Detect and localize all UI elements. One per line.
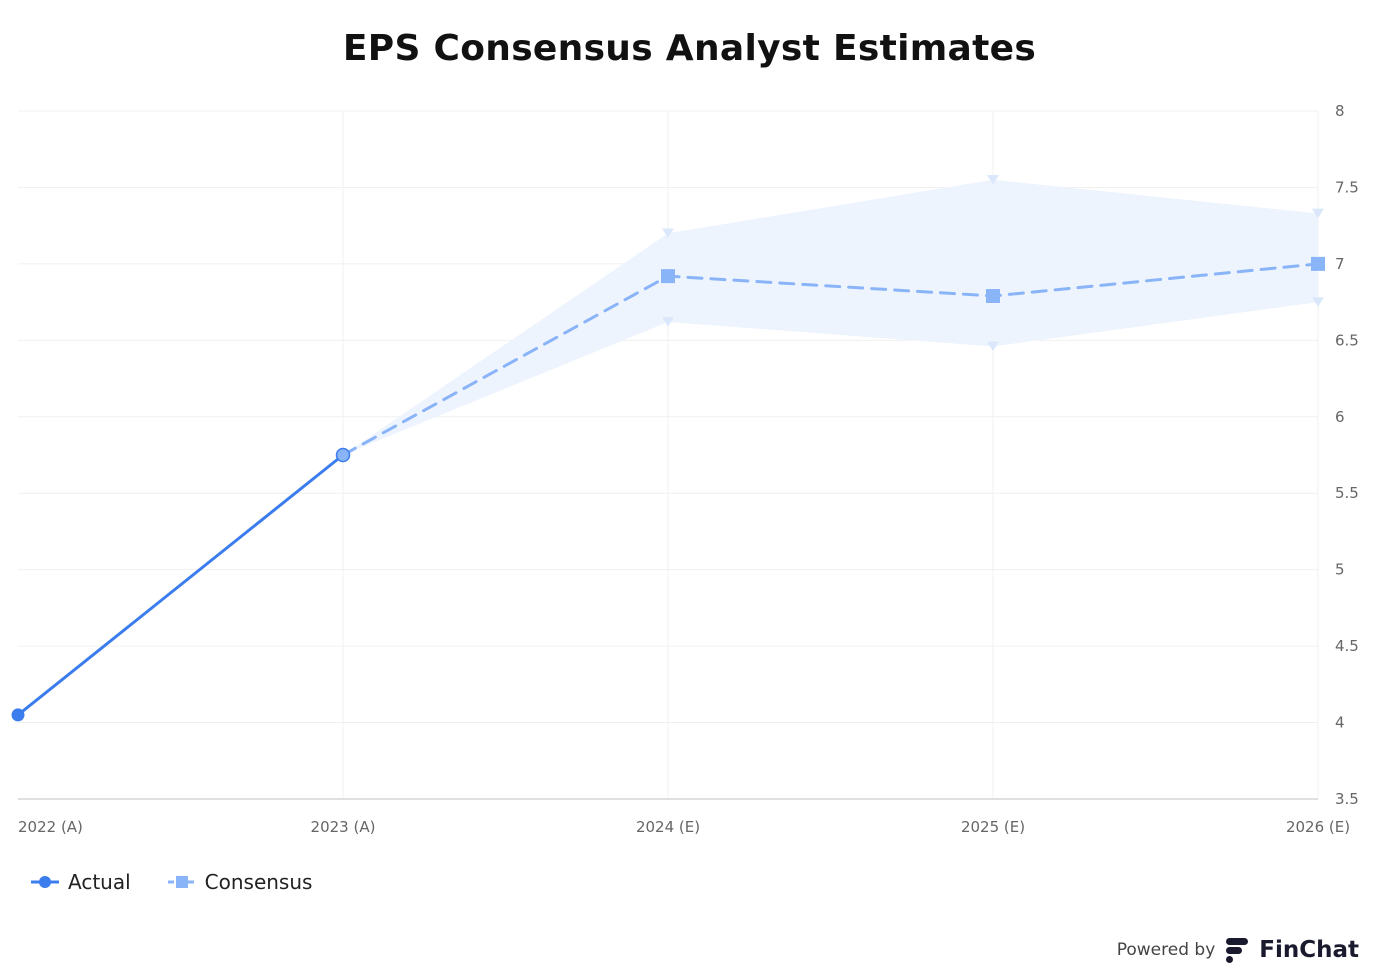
- range-high-marker: [1312, 208, 1324, 219]
- series-line-actual: [16, 453, 345, 717]
- y-tick-label: 5: [1335, 561, 1345, 579]
- chart-legend: Actual Consensus: [30, 870, 312, 894]
- legend-consensus-label: Consensus: [204, 870, 313, 894]
- estimate-range-band: [343, 179, 1318, 456]
- brand-name: FinChat: [1259, 937, 1359, 963]
- legend-actual-label: Actual: [68, 870, 131, 894]
- y-tick-label: 3.5: [1335, 790, 1359, 808]
- data-point-consensus: [661, 269, 675, 284]
- legend-consensus-marker-icon: [167, 876, 196, 888]
- x-tick-label: 2026 (E): [1286, 818, 1350, 836]
- legend-actual-marker-icon: [31, 876, 59, 888]
- finchat-logo-icon: [1226, 938, 1249, 963]
- footer-branding[interactable]: Powered by FinChat: [1117, 936, 1359, 964]
- y-tick-label: 8: [1335, 102, 1345, 120]
- series-line-consensus: [341, 262, 1320, 457]
- range-high-marker: [662, 228, 674, 239]
- chart-plot-area: 3.5 4 4.5 5 5.5 6 6.5 7 7.5 8 2022 (A) 2023 (A) 2024…: [11, 102, 1359, 836]
- data-point-consensus: [335, 447, 351, 463]
- data-point-consensus: [986, 288, 1000, 303]
- legend-item-consensus[interactable]: Consensus: [167, 870, 313, 894]
- x-tick-label: 2023 (A): [311, 818, 376, 836]
- range-high-marker: [987, 175, 999, 185]
- y-tick-label: 6.5: [1335, 331, 1359, 349]
- range-low-marker: [1312, 297, 1324, 307]
- data-point-actual: [11, 708, 25, 722]
- range-low-marker: [987, 341, 999, 352]
- legend-item-actual[interactable]: Actual: [30, 870, 131, 894]
- chart-title: EPS Consensus Analyst Estimates: [342, 28, 1037, 69]
- range-low-marker: [662, 317, 674, 327]
- y-tick-label: 4.5: [1335, 637, 1359, 655]
- y-tick-label: 4: [1335, 714, 1345, 732]
- x-tick-label: 2022 (A): [18, 818, 83, 836]
- data-point-consensus: [1311, 256, 1325, 271]
- x-tick-label: 2024 (E): [636, 818, 700, 836]
- y-tick-label: 6: [1335, 408, 1345, 426]
- y-tick-label: 5.5: [1335, 484, 1359, 502]
- y-tick-label: 7: [1335, 255, 1345, 273]
- powered-by-text: Powered by: [1116, 940, 1216, 960]
- y-tick-label: 7.5: [1335, 178, 1359, 196]
- x-tick-label: 2025 (E): [961, 818, 1025, 836]
